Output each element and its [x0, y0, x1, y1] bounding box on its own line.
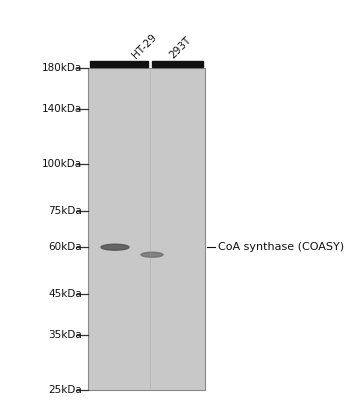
- Text: 180kDa: 180kDa: [42, 63, 82, 73]
- Text: 100kDa: 100kDa: [42, 159, 82, 169]
- Text: 45kDa: 45kDa: [48, 289, 82, 299]
- Bar: [88, 68, 205, 390]
- Text: 60kDa: 60kDa: [49, 242, 82, 252]
- Text: 75kDa: 75kDa: [48, 206, 82, 216]
- Text: CoA synthase (COASY): CoA synthase (COASY): [218, 242, 344, 252]
- Text: 293T: 293T: [168, 34, 194, 60]
- Ellipse shape: [141, 252, 163, 257]
- Text: 25kDa: 25kDa: [48, 385, 82, 395]
- Text: HT-29: HT-29: [130, 32, 158, 60]
- Text: 140kDa: 140kDa: [42, 104, 82, 114]
- Text: 35kDa: 35kDa: [48, 330, 82, 340]
- Ellipse shape: [101, 244, 129, 250]
- Bar: [152, 61, 203, 67]
- Bar: [90, 61, 148, 67]
